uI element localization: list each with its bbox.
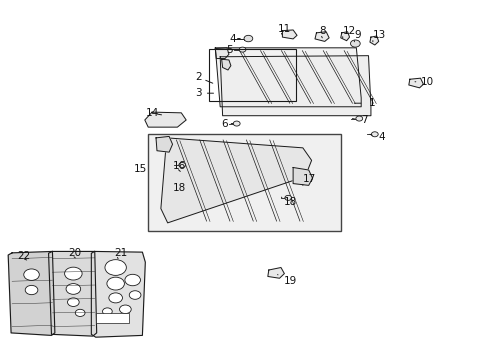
Text: 4: 4 <box>377 132 384 142</box>
Text: 13: 13 <box>372 30 386 40</box>
Circle shape <box>25 285 38 295</box>
Circle shape <box>107 277 124 290</box>
Text: 8: 8 <box>318 26 325 36</box>
Polygon shape <box>408 78 423 88</box>
Circle shape <box>129 291 141 299</box>
Text: 20: 20 <box>68 248 81 258</box>
Polygon shape <box>292 167 312 185</box>
Text: 1: 1 <box>368 98 374 108</box>
Polygon shape <box>314 32 328 41</box>
Circle shape <box>105 260 126 275</box>
Text: 18: 18 <box>172 183 185 193</box>
Text: 3: 3 <box>195 88 201 98</box>
Text: 7: 7 <box>361 115 367 125</box>
Text: 12: 12 <box>342 26 355 36</box>
Polygon shape <box>91 251 145 337</box>
Polygon shape <box>215 48 228 59</box>
Polygon shape <box>282 30 296 39</box>
Polygon shape <box>221 59 230 70</box>
Text: 19: 19 <box>283 276 296 286</box>
Text: 17: 17 <box>302 174 315 184</box>
Circle shape <box>179 162 185 167</box>
Bar <box>96 313 129 323</box>
Polygon shape <box>161 138 311 223</box>
Text: 10: 10 <box>420 77 433 87</box>
Polygon shape <box>369 36 378 45</box>
Text: 15: 15 <box>133 164 146 174</box>
Circle shape <box>244 35 252 42</box>
Circle shape <box>350 40 360 47</box>
Bar <box>209 49 295 102</box>
Bar <box>148 134 340 231</box>
Polygon shape <box>220 56 370 116</box>
Text: 5: 5 <box>226 45 233 55</box>
Text: 11: 11 <box>277 23 290 33</box>
Circle shape <box>239 47 245 52</box>
Circle shape <box>124 274 140 286</box>
Circle shape <box>66 284 81 294</box>
Polygon shape <box>144 112 186 127</box>
Text: 16: 16 <box>172 161 185 171</box>
Text: 18: 18 <box>283 197 296 207</box>
Circle shape <box>24 269 39 280</box>
Circle shape <box>67 298 79 306</box>
Circle shape <box>109 293 122 303</box>
Circle shape <box>75 309 85 316</box>
Circle shape <box>285 195 291 201</box>
Text: 22: 22 <box>17 251 30 261</box>
Polygon shape <box>156 136 172 152</box>
Circle shape <box>233 121 240 126</box>
Text: 4: 4 <box>228 33 235 44</box>
Circle shape <box>102 308 112 315</box>
Text: 9: 9 <box>354 30 360 40</box>
Text: 21: 21 <box>114 248 127 258</box>
Circle shape <box>371 132 377 137</box>
Polygon shape <box>8 251 55 336</box>
Circle shape <box>64 267 82 280</box>
Circle shape <box>119 305 131 314</box>
Polygon shape <box>340 32 349 41</box>
Text: 14: 14 <box>146 108 159 118</box>
Text: 2: 2 <box>195 72 201 82</box>
Polygon shape <box>215 48 361 107</box>
Polygon shape <box>267 267 284 278</box>
Circle shape <box>355 116 362 121</box>
Text: 6: 6 <box>221 118 227 129</box>
Polygon shape <box>48 251 97 336</box>
